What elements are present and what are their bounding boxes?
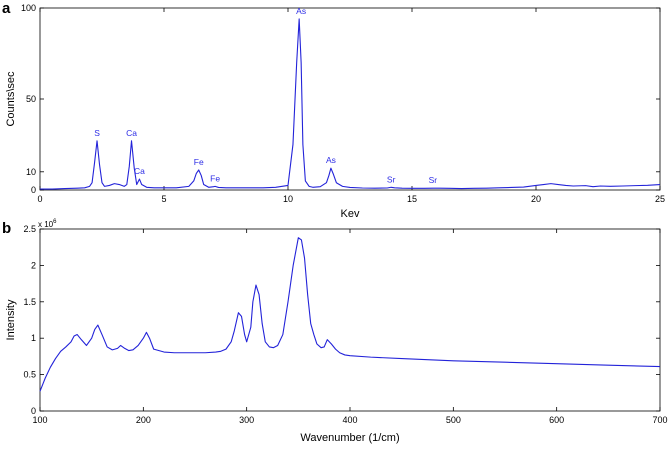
panel-a-series-line	[40, 18, 661, 190]
panel-b-plot-area: 100 200 300 400 500 600 700 0 0.5 1 1.5 2 2.5	[23, 224, 667, 425]
panel-a: a Counts\sec Kev 0 5 10 15 20 25 0 10 50 100 S Ca Ca…	[2, 0, 665, 220]
panel-a-x-tick-label: 5	[161, 194, 166, 204]
panel-a-letter: a	[2, 0, 11, 17]
panel-b-y-tick-label: 1	[31, 333, 36, 343]
peak-label: Ca	[134, 166, 145, 176]
panel-b-y-tick-label: 2.5	[23, 224, 36, 234]
panel-a-plot-area: 0 5 10 15 20 25 0 10 50 100 S Ca Ca Fe Fe As As Sr Sr	[21, 3, 665, 204]
peak-label: S	[94, 128, 100, 138]
panel-a-y-axis-title: Counts\sec	[5, 71, 17, 127]
panel-a-x-tick-label: 10	[283, 194, 293, 204]
panel-b-y-axis-title: Intensity	[5, 299, 17, 340]
panel-a-y-tick-label: 50	[26, 94, 36, 104]
panel-b-y-multiplier-base: x 10	[38, 220, 54, 229]
panel-b-x-tick-label: 200	[136, 415, 151, 425]
panel-b-y-multiplier: x 106	[38, 219, 57, 229]
panel-b-x-tick-label: 300	[239, 415, 254, 425]
panel-b-letter: b	[2, 220, 11, 237]
panel-b-series-line	[39, 237, 661, 392]
peak-label: Ca	[126, 128, 137, 138]
panel-b-y-tick-label: 2	[31, 260, 36, 270]
panel-a-y-tick-label: 0	[31, 185, 36, 195]
panel-a-x-tick-label: 20	[531, 194, 541, 204]
panel-b-y-tick-label: 0.5	[23, 370, 36, 380]
panel-a-x-axis-title: Kev	[341, 208, 360, 220]
panel-b-x-tick-label: 700	[652, 415, 667, 425]
panel-b-y-tick-label: 0	[31, 406, 36, 416]
panel-a-y-tick-label: 10	[26, 167, 36, 177]
panel-a-frame	[39, 7, 661, 191]
panel-b-x-axis-title: Wavenumber (1/cm)	[300, 432, 399, 444]
peak-label: Fe	[210, 173, 220, 183]
panel-a-x-tick-label: 0	[37, 194, 42, 204]
peak-label: Sr	[387, 174, 396, 184]
panel-a-y-tick-label: 100	[21, 3, 36, 13]
panel-a-x-tick-label: 15	[407, 194, 417, 204]
panel-b-y-tick-label: 1.5	[23, 297, 36, 307]
peak-label: As	[326, 155, 336, 165]
peak-label: Fe	[194, 157, 204, 167]
panel-b-x-tick-label: 600	[549, 415, 564, 425]
panel-b-x-tick-label: 500	[446, 415, 461, 425]
panel-b-frame	[39, 228, 661, 412]
panel-a-x-tick-label: 25	[655, 194, 665, 204]
panel-b-y-multiplier-exponent: 6	[53, 219, 57, 225]
peak-label: As	[296, 6, 306, 16]
peak-label: Sr	[429, 175, 438, 185]
panel-b-x-tick-label: 400	[342, 415, 357, 425]
panel-b: b Intensity Wavenumber (1/cm) x 106 100 2…	[2, 219, 668, 444]
panel-b-x-tick-label: 100	[32, 415, 47, 425]
